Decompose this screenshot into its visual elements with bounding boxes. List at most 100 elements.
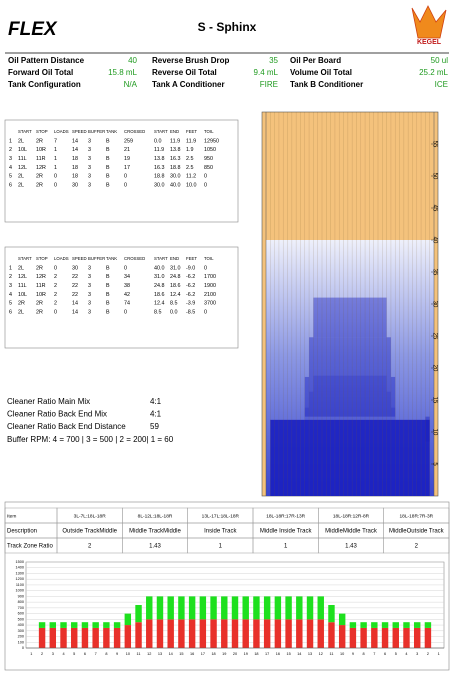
table-cell: 259 bbox=[124, 138, 133, 144]
table-cell: 4 bbox=[9, 165, 12, 171]
table-cell: 2.5 bbox=[186, 165, 194, 171]
x-tick-label: 2 bbox=[41, 652, 43, 656]
table-cell: 0 bbox=[124, 265, 127, 271]
zone-cell-text: Middle TrackMiddle bbox=[129, 529, 181, 535]
table-header: STOP bbox=[36, 256, 48, 261]
zone-cell-text: Description bbox=[7, 529, 37, 535]
bar-segment bbox=[135, 622, 142, 648]
table-cell: 18.6 bbox=[170, 283, 181, 289]
bar-segment bbox=[317, 619, 324, 648]
x-tick-label: 12 bbox=[319, 652, 323, 656]
table-header: SPEED bbox=[72, 256, 87, 261]
table-cell: 2.5 bbox=[186, 156, 194, 162]
table-cell: -6.2 bbox=[186, 283, 195, 289]
bar-segment bbox=[71, 627, 78, 648]
zone-header: 18L-18R:12R-8R bbox=[333, 513, 370, 519]
bar-segment bbox=[38, 627, 46, 648]
table-cell: 24.8 bbox=[170, 274, 181, 280]
table-cell: B bbox=[106, 165, 110, 171]
y-tick-label: 900 bbox=[18, 594, 24, 598]
bar-segment bbox=[156, 596, 164, 620]
table-cell: B bbox=[106, 274, 110, 280]
table-cell: 18 bbox=[72, 174, 78, 180]
table-cell: 5 bbox=[9, 174, 12, 180]
bar-segment bbox=[360, 622, 367, 628]
bar-segment bbox=[178, 619, 185, 648]
info-value: 35 bbox=[269, 56, 278, 65]
table-cell: 8.5 bbox=[170, 301, 178, 307]
bar-segment bbox=[381, 622, 389, 628]
bar-segment bbox=[81, 627, 89, 648]
table-header: TOIL bbox=[204, 129, 214, 134]
bar-segment bbox=[81, 622, 89, 628]
x-tick-label: 9 bbox=[116, 652, 118, 656]
oil-load bbox=[309, 391, 391, 408]
table-cell: 12950 bbox=[204, 138, 219, 144]
bar-segment bbox=[371, 622, 378, 628]
table-cell: B bbox=[106, 182, 110, 188]
info-label: Oil Per Board bbox=[290, 56, 341, 65]
x-tick-label: 14 bbox=[297, 652, 301, 656]
zone-cell-text: MiddleMiddle Track bbox=[325, 529, 378, 535]
bar-segment bbox=[178, 596, 185, 620]
bar-segment bbox=[113, 627, 121, 648]
bar-segment bbox=[285, 619, 292, 648]
info-value: 9.4 mL bbox=[254, 68, 279, 77]
zone-cell-text: MiddleOutside Track bbox=[389, 529, 445, 535]
table-header: LOADS bbox=[54, 129, 69, 134]
table-cell: 12L bbox=[18, 274, 27, 280]
lane-tick-label: 20 bbox=[431, 365, 437, 372]
table-header: START bbox=[18, 129, 32, 134]
table-cell: 10R bbox=[36, 147, 46, 153]
table-cell: 42 bbox=[124, 292, 130, 298]
table-cell: 2 bbox=[54, 274, 57, 280]
bar-segment bbox=[231, 596, 239, 620]
info-value: 15.8 mL bbox=[108, 68, 137, 77]
table-cell: 31.0 bbox=[170, 265, 181, 271]
cleaner-value: 4:1 bbox=[150, 397, 162, 406]
bar-segment bbox=[156, 619, 164, 648]
bar-segment bbox=[424, 622, 432, 628]
table-cell: 11.2 bbox=[186, 174, 196, 180]
table-cell: 2L bbox=[18, 265, 24, 271]
table-header: START bbox=[18, 256, 32, 261]
table-cell: 2R bbox=[18, 301, 25, 307]
x-tick-label: 8 bbox=[363, 652, 365, 656]
table-cell: 21 bbox=[124, 147, 130, 153]
x-tick-label: 4 bbox=[62, 652, 64, 656]
lane-tick-label: 15 bbox=[431, 397, 437, 404]
bar-segment bbox=[49, 622, 57, 628]
table-cell: 950 bbox=[204, 156, 213, 162]
info-value: 50 ul bbox=[431, 56, 449, 65]
table-cell: B bbox=[106, 147, 110, 153]
info-value: FIRE bbox=[260, 80, 278, 89]
table-cell: 3 bbox=[88, 292, 91, 298]
table-cell: 10L bbox=[18, 147, 27, 153]
y-tick-label: 1200 bbox=[16, 577, 24, 581]
table-cell: 12.4 bbox=[154, 301, 165, 307]
table-cell: 7 bbox=[54, 138, 57, 144]
table-cell: B bbox=[106, 292, 110, 298]
x-tick-label: 10 bbox=[340, 652, 344, 656]
table-cell: 24.8 bbox=[154, 283, 165, 289]
table-header: END bbox=[170, 256, 179, 261]
x-tick-label: 12 bbox=[147, 652, 151, 656]
x-tick-label: 7 bbox=[373, 652, 375, 656]
table-cell: 3 bbox=[88, 265, 91, 271]
zone-box bbox=[4, 501, 450, 671]
table-header: FEET bbox=[186, 256, 197, 261]
table-cell: 13.8 bbox=[154, 156, 165, 162]
info-value: 40 bbox=[128, 56, 137, 65]
x-tick-label: 7 bbox=[95, 652, 97, 656]
zone-header: 13L-17L:18L-18R bbox=[202, 513, 240, 519]
table-header: TANK bbox=[106, 256, 117, 261]
cleaner-label: Cleaner Ratio Back End Distance bbox=[7, 422, 126, 431]
bar-segment bbox=[338, 625, 346, 648]
table-cell: 2L bbox=[18, 174, 24, 180]
zone-header: 3L-7L:18L-18R bbox=[74, 513, 107, 519]
lane-tick-label: 25 bbox=[431, 333, 437, 340]
x-tick-label: 10 bbox=[126, 652, 130, 656]
table-cell: 11R bbox=[36, 156, 46, 162]
x-tick-label: 1 bbox=[438, 652, 440, 656]
